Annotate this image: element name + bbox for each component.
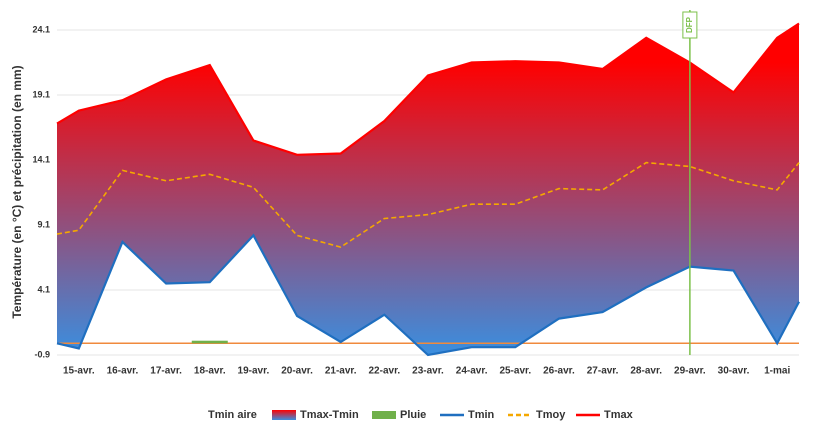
legend-label: Tmax bbox=[604, 409, 634, 421]
legend-label: Tmax-Tmin bbox=[300, 409, 359, 421]
y-tick-label: 19.1 bbox=[32, 89, 50, 99]
x-tick-label: 16-avr. bbox=[107, 366, 139, 377]
x-tick-label: 30-avr. bbox=[718, 366, 750, 377]
annotation-box bbox=[682, 11, 698, 39]
x-tick-label: 1-mai bbox=[764, 366, 790, 377]
annotation-label: DFP bbox=[685, 16, 694, 33]
y-tick-label: 24.1 bbox=[32, 24, 50, 34]
x-tick-label: 27-avr. bbox=[587, 366, 619, 377]
x-tick-label: 26-avr. bbox=[543, 366, 575, 377]
line-tmoy bbox=[56, 161, 800, 248]
legend-swatch bbox=[372, 411, 396, 419]
x-tick-label: 24-avr. bbox=[456, 366, 488, 377]
legend-title: Tmin aire bbox=[208, 409, 257, 421]
y-tick-label: -0.9 bbox=[34, 349, 50, 359]
x-tick-label: 22-avr. bbox=[369, 366, 401, 377]
legend-label: Tmoy bbox=[536, 409, 566, 421]
x-tick-label: 29-avr. bbox=[674, 366, 706, 377]
y-tick-label: 14.1 bbox=[32, 154, 50, 164]
legend-label: Pluie bbox=[400, 409, 426, 421]
x-tick-label: 28-avr. bbox=[630, 366, 662, 377]
legend-band-swatch bbox=[272, 410, 296, 420]
rain-bar bbox=[191, 340, 228, 344]
x-tick-label: 19-avr. bbox=[238, 366, 270, 377]
y-axis-label: Température (en °C) et précipitation (en… bbox=[10, 65, 24, 318]
x-tick-label: 20-avr. bbox=[281, 366, 313, 377]
legend-label: Tmin bbox=[468, 409, 495, 421]
x-tick-label: 17-avr. bbox=[150, 366, 182, 377]
band-area bbox=[57, 23, 799, 355]
y-tick-label: 4.1 bbox=[37, 284, 50, 294]
x-tick-label: 25-avr. bbox=[499, 366, 531, 377]
x-tick-label: 23-avr. bbox=[412, 366, 444, 377]
x-tick-label: 21-avr. bbox=[325, 366, 357, 377]
x-tick-label: 15-avr. bbox=[63, 366, 95, 377]
y-tick-label: 9.1 bbox=[37, 219, 50, 229]
x-tick-label: 18-avr. bbox=[194, 366, 226, 377]
